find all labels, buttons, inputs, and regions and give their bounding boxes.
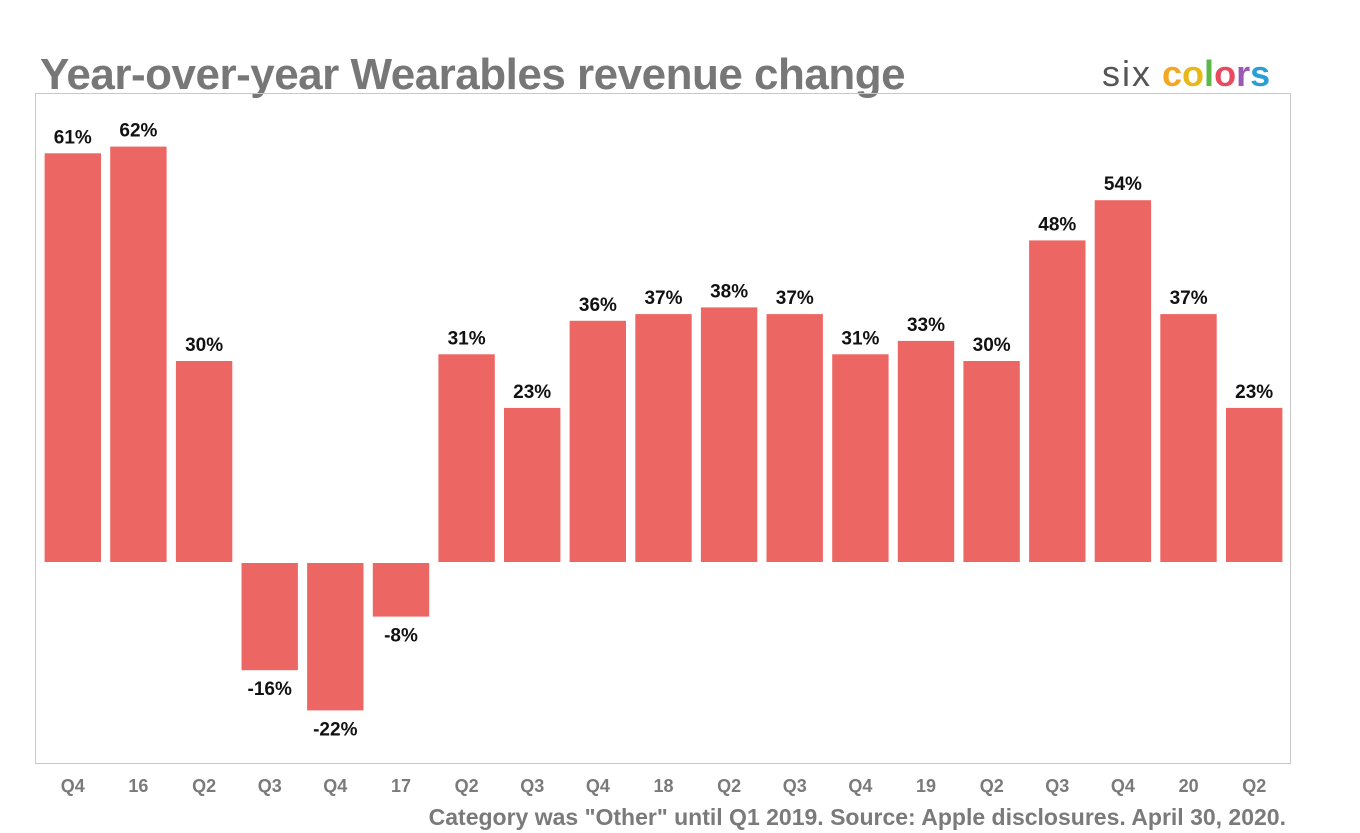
bar (110, 146, 167, 562)
bar-value-label: 37% (1170, 288, 1208, 309)
x-tick-label: Q4 (323, 776, 347, 796)
bar (569, 320, 626, 562)
sixcolors-logo: six colors (1102, 56, 1270, 92)
x-tick-label: Q2 (192, 776, 216, 796)
bar (766, 314, 823, 562)
bar (700, 307, 758, 562)
x-tick-label: Q4 (586, 776, 610, 796)
bar-value-label: 37% (776, 288, 814, 309)
plot-frame (35, 93, 1291, 764)
bar (504, 407, 561, 562)
bar (372, 563, 430, 617)
x-tick-label: Q3 (783, 776, 807, 796)
bar (897, 340, 955, 562)
chart-footnote: Category was "Other" until Q1 2019. Sour… (428, 804, 1286, 830)
bar-value-label: 48% (1038, 214, 1076, 235)
bar-value-label: 62% (119, 121, 157, 142)
bar-value-label: 61% (54, 127, 92, 148)
x-tick-label: Q4 (61, 776, 85, 796)
x-axis-tick-labels: Q4 16 Q2 Q3 Q4 17 Q2 Q3 Q4 18 Q2 Q3 Q4 19 Q2 Q3 Q4 20 Q2 (61, 776, 1266, 796)
value-labels-layer: 61% 62% 30% -16% -22% -8% 31% 23% 36% 37% 38% 37% 31… (54, 121, 1274, 741)
bar-value-label: 37% (644, 288, 682, 309)
bar-value-label: 30% (973, 335, 1011, 356)
x-tick-label: Q3 (1045, 776, 1069, 796)
logo-letter: c (1162, 53, 1183, 94)
bar-value-label: 23% (513, 382, 551, 403)
x-tick-label: 18 (653, 776, 673, 796)
bar-value-label: -8% (384, 626, 418, 647)
bar (1160, 314, 1217, 562)
logo-letter: s (1250, 53, 1271, 94)
bar-value-label: 54% (1104, 174, 1142, 195)
bar (1226, 407, 1283, 562)
logo-letter: o (1182, 53, 1205, 94)
bar-value-label: 31% (841, 328, 879, 349)
bar-value-label: 30% (185, 335, 223, 356)
x-tick-label: 16 (128, 776, 148, 796)
x-tick-label: Q3 (258, 776, 282, 796)
chart-title: Year-over-year Wearables revenue change (40, 50, 906, 99)
bar (1094, 200, 1152, 562)
bar-value-label: 36% (579, 295, 617, 316)
bar-value-label: 38% (710, 281, 748, 302)
x-tick-label: Q2 (717, 776, 741, 796)
bar-value-label: -22% (313, 719, 357, 740)
x-tick-label: Q4 (848, 776, 872, 796)
logo-letter: o (1214, 53, 1237, 94)
logo-letter: r (1236, 53, 1251, 94)
bar (1029, 240, 1086, 562)
bar-value-label: 33% (907, 315, 945, 336)
logo-colors: colors (1152, 53, 1270, 94)
bar (307, 563, 364, 711)
bar (175, 361, 233, 562)
x-tick-label: 17 (391, 776, 411, 796)
bar-value-label: -16% (248, 679, 292, 700)
bar (438, 354, 495, 562)
bar (832, 354, 889, 562)
bars-layer (44, 146, 1283, 711)
x-tick-label: 19 (916, 776, 936, 796)
x-tick-label: 20 (1179, 776, 1199, 796)
logo-six: six (1102, 53, 1152, 94)
x-tick-label: Q2 (455, 776, 479, 796)
logo-letter: l (1204, 53, 1215, 94)
bar (241, 563, 298, 671)
x-tick-label: Q2 (1242, 776, 1266, 796)
bar (963, 361, 1020, 562)
bar (635, 314, 692, 562)
bar-value-label: 31% (448, 328, 486, 349)
x-tick-label: Q2 (980, 776, 1004, 796)
bar-value-label: 23% (1235, 382, 1273, 403)
x-tick-label: Q4 (1111, 776, 1135, 796)
bar (44, 153, 101, 563)
x-tick-label: Q3 (520, 776, 544, 796)
